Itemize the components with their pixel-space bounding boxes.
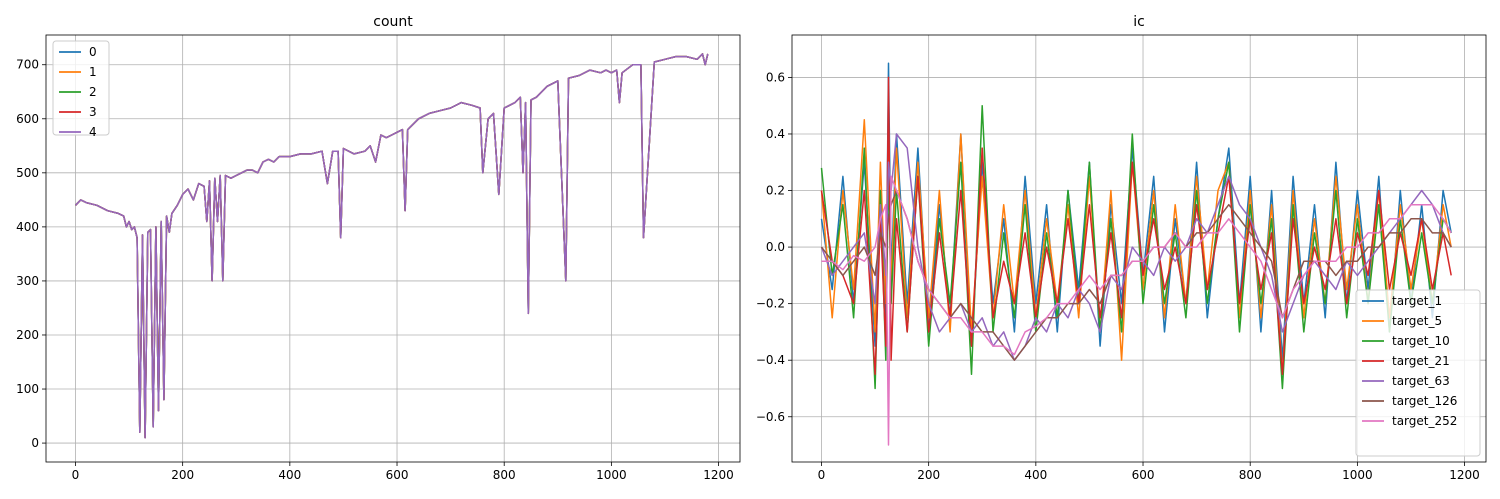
- chart-panel-ic: 0 200 400 600 800 1000 1200 −0.6 −0.4 −0.2 0.0 0.2 0…: [756, 14, 1487, 482]
- legend-label: target_252: [1392, 414, 1457, 428]
- legend-label: 1: [89, 65, 97, 79]
- y-tick-label: 600: [16, 112, 39, 126]
- series-line-0: [74, 53, 709, 439]
- chart-title: ic: [1133, 14, 1145, 30]
- legend: 0 1 2 3 4: [52, 40, 110, 139]
- legend-box: [1355, 289, 1481, 457]
- legend-label: target_1: [1392, 294, 1442, 308]
- y-tick-label: −0.2: [756, 297, 785, 311]
- y-tick-label: 0.0: [766, 240, 785, 254]
- x-tick-label: 0: [72, 468, 80, 482]
- legend-label: 3: [89, 105, 97, 119]
- legend-label: 0: [89, 45, 97, 59]
- legend: target_1 target_5 target_10 target_21target…: [1355, 289, 1481, 457]
- legend-label: target_5: [1392, 314, 1442, 328]
- x-tick-label: 0: [818, 468, 826, 482]
- x-tick-label: 1200: [703, 468, 734, 482]
- legend-label: target_63: [1392, 374, 1450, 388]
- axes-frame: [45, 34, 741, 463]
- x-tick-label: 1200: [1449, 468, 1480, 482]
- series-group: [74, 53, 709, 439]
- chart-panel-count: 0 200 400 600 800 1000 1200 0 100 200 300 400 500 600…: [16, 14, 741, 482]
- y-tick-label: 0.2: [766, 184, 785, 198]
- series-line-4: [74, 53, 709, 439]
- x-tick-label: 1000: [596, 468, 627, 482]
- y-tick-label: 300: [16, 274, 39, 288]
- legend-label: target_10: [1392, 334, 1450, 348]
- legend-label: 4: [89, 125, 97, 139]
- y-tick-label: −0.6: [756, 410, 785, 424]
- axes-frame: [791, 34, 1487, 463]
- y-tick-label: 700: [16, 58, 39, 72]
- y-tick-label: 400: [16, 220, 39, 234]
- y-tick-label: 100: [16, 382, 39, 396]
- legend-box: [52, 40, 110, 136]
- series-line-2: [74, 53, 709, 439]
- y-tick-label: 0: [31, 436, 39, 450]
- y-tick-label: 0.6: [766, 70, 785, 84]
- legend-label: 2: [89, 85, 97, 99]
- y-tick-label: 200: [16, 328, 39, 342]
- x-tick-label: 600: [386, 468, 409, 482]
- y-tick-label: 0.4: [766, 127, 785, 141]
- x-tick-label: 800: [493, 468, 516, 482]
- legend-label: target_21: [1392, 354, 1450, 368]
- chart-title: count: [373, 14, 413, 30]
- series-group: [820, 62, 1452, 446]
- x-tick-label: 200: [917, 468, 940, 482]
- x-tick-label: 800: [1239, 468, 1262, 482]
- x-tick-label: 1000: [1342, 468, 1373, 482]
- series-line-1: [74, 53, 709, 439]
- x-tick-label: 400: [278, 468, 301, 482]
- series-line-target_252: [821, 175, 1452, 446]
- x-tick-label: 600: [1132, 468, 1155, 482]
- x-tick-label: 400: [1024, 468, 1047, 482]
- y-tick-label: 500: [16, 166, 39, 180]
- series-line-target_63: [820, 133, 1452, 361]
- legend-label: target_126: [1392, 394, 1457, 408]
- series-line-target_21: [820, 76, 1452, 376]
- series-line-3: [74, 53, 709, 439]
- x-tick-label: 200: [171, 468, 194, 482]
- y-tick-label: −0.4: [756, 353, 785, 367]
